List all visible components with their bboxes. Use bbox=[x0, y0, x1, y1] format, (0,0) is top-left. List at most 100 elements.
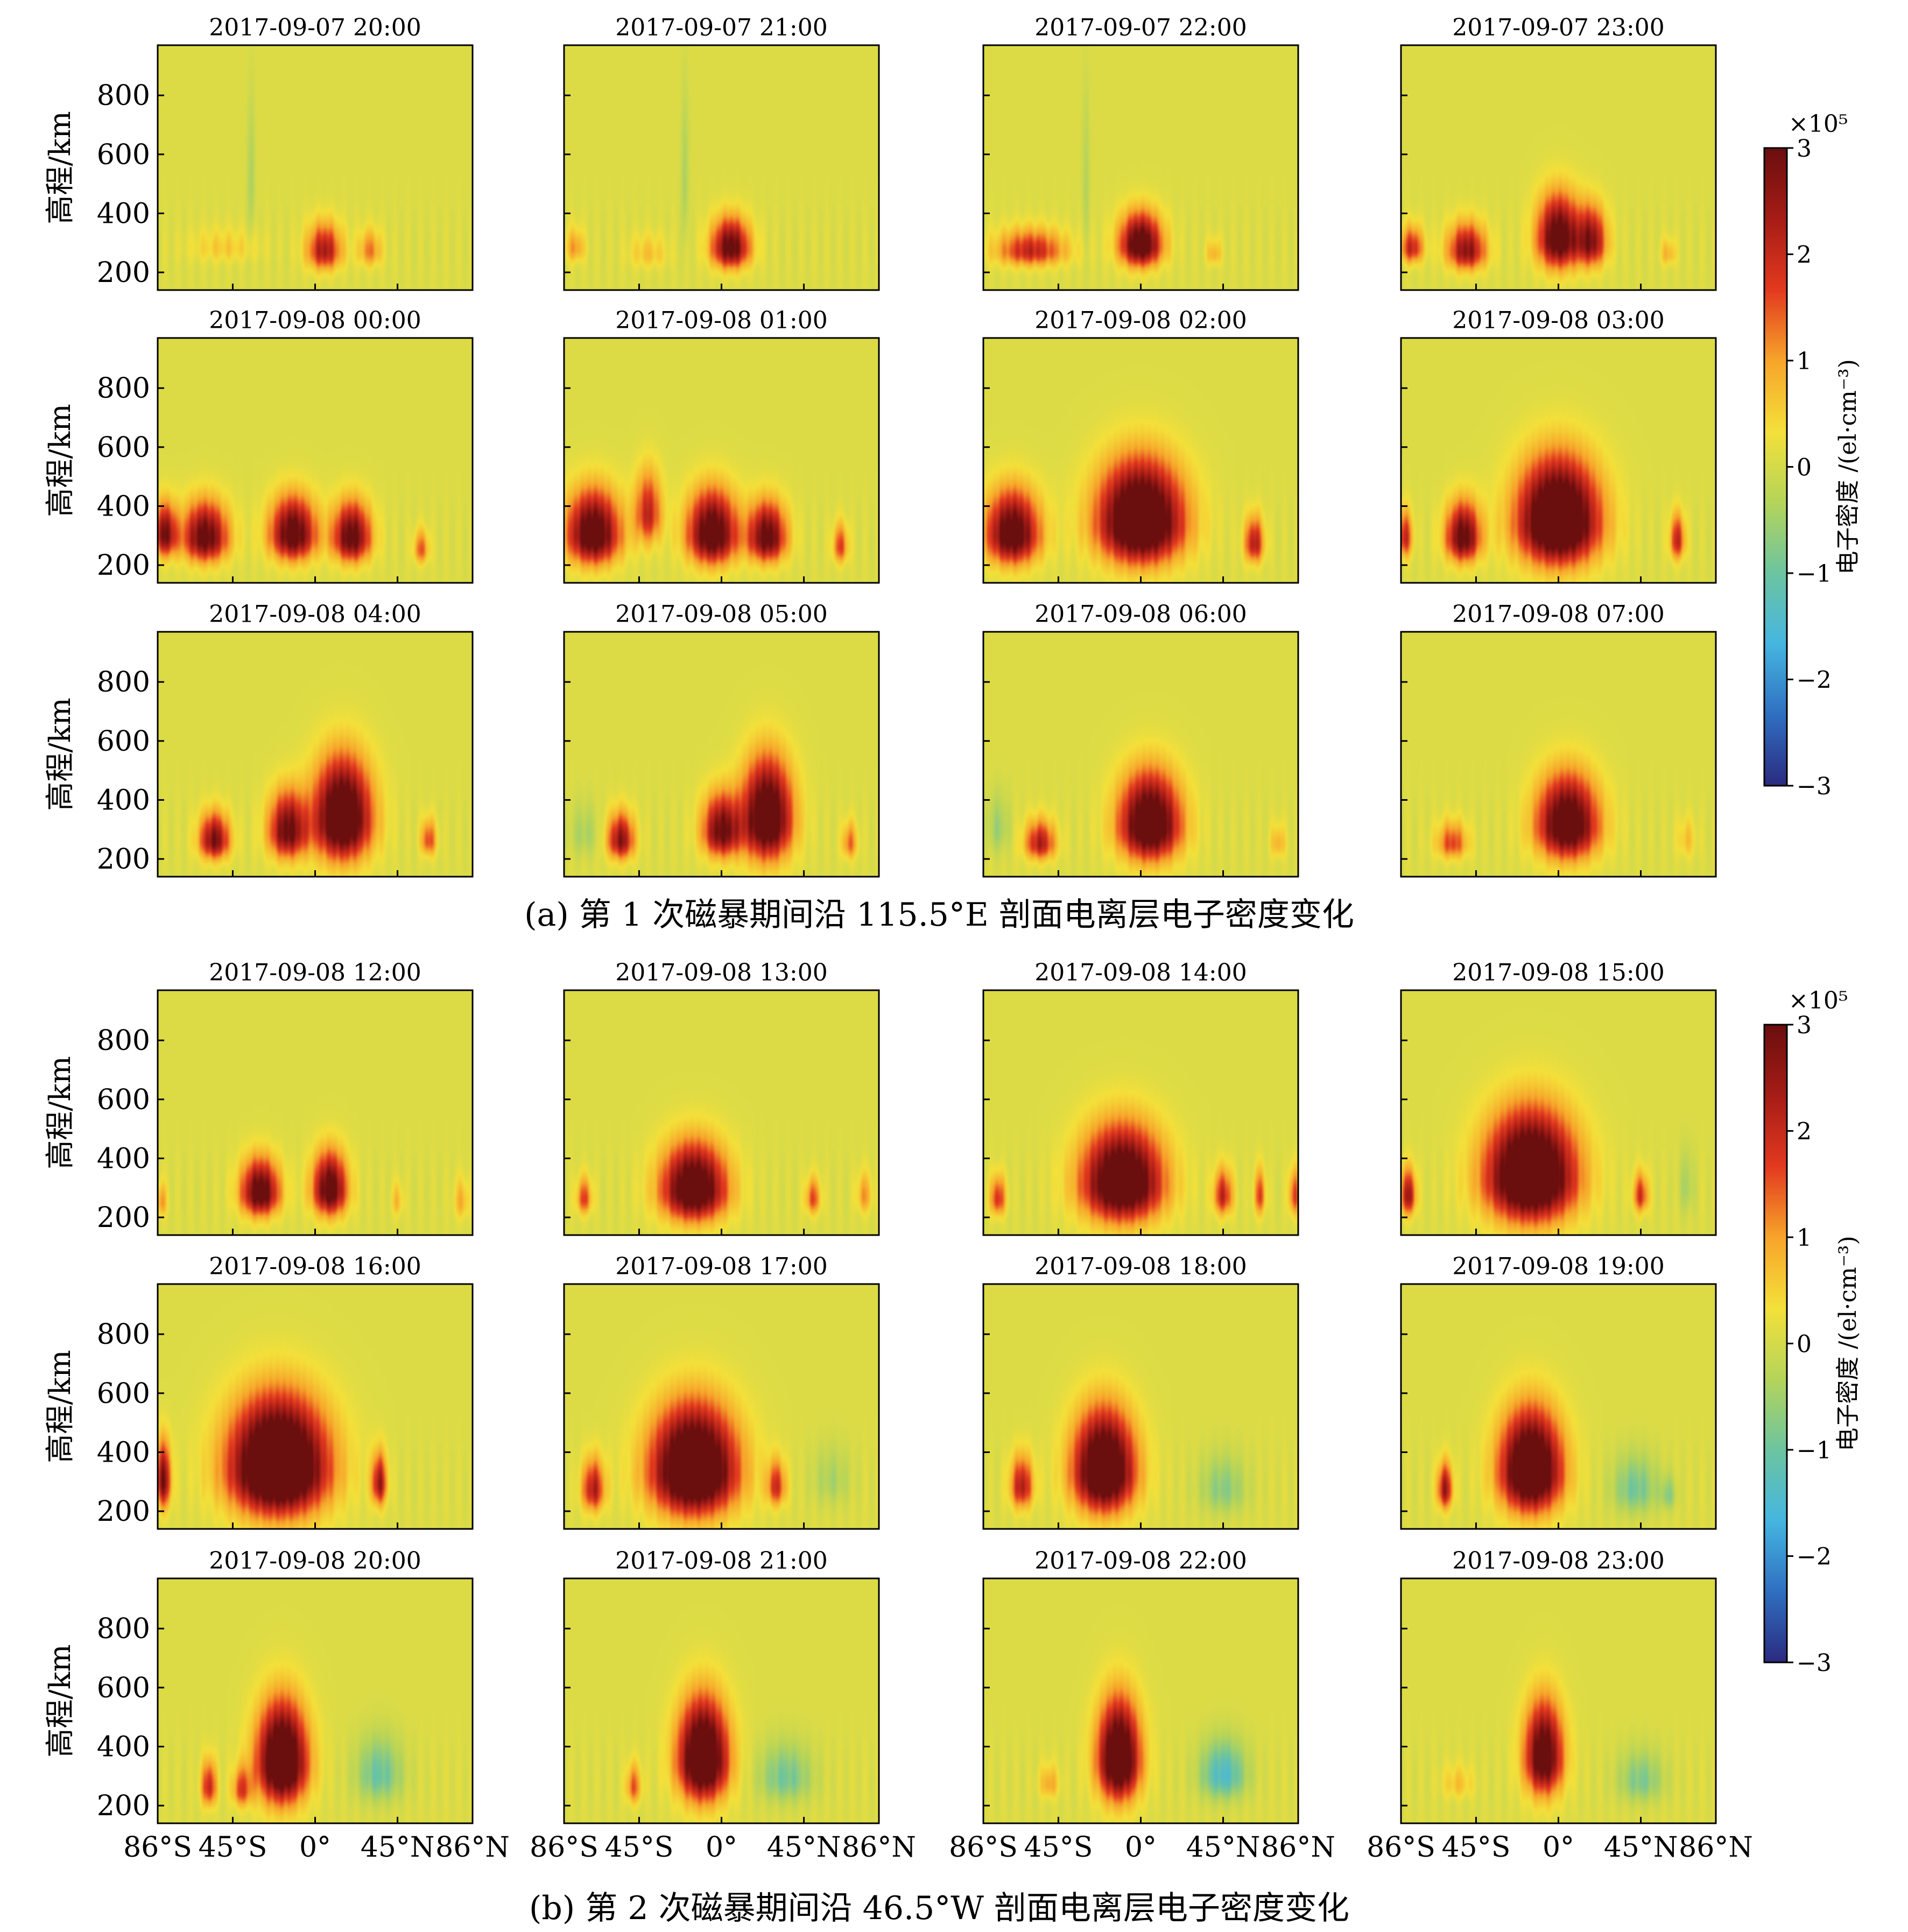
heatmap-image bbox=[1401, 1578, 1716, 1823]
x-tick-label: 45°S bbox=[199, 1831, 267, 1864]
colorbar-tick-label: −2 bbox=[1797, 1543, 1832, 1571]
panel-title: 2017-09-08 21:00 bbox=[615, 1547, 827, 1575]
x-tick-label: 86°S bbox=[530, 1831, 599, 1864]
panel-3-0: 2017-09-08 12:00 200 400 600 800 高程/km bbox=[43, 959, 474, 1236]
x-tick-label: 0° bbox=[1543, 1831, 1574, 1864]
y-tick-label: 400 bbox=[97, 1436, 150, 1469]
panel-title: 2017-09-08 12:00 bbox=[209, 959, 421, 986]
panel-title: 2017-09-08 23:00 bbox=[1452, 1547, 1664, 1575]
y-tick-label: 200 bbox=[97, 257, 150, 289]
panel-title: 2017-09-08 02:00 bbox=[1034, 307, 1247, 334]
y-tick-label: 400 bbox=[97, 490, 150, 523]
heatmap-image bbox=[564, 990, 879, 1235]
panel-1-2: 2017-09-08 02:00 bbox=[982, 307, 1299, 584]
panel-title: 2017-09-08 01:00 bbox=[615, 307, 827, 334]
panel-title: 2017-09-08 16:00 bbox=[209, 1253, 421, 1280]
y-tick-label: 400 bbox=[97, 1731, 150, 1763]
panel-0-2: 2017-09-07 22:00 bbox=[982, 14, 1299, 291]
panel-title: 2017-09-08 14:00 bbox=[1034, 959, 1247, 986]
x-tick-label: 45°S bbox=[1442, 1831, 1511, 1864]
panel-5-1: 2017-09-08 21:00 86°S 45°S 0° 45°N 86°N bbox=[530, 1547, 916, 1864]
heatmap-image bbox=[158, 1578, 473, 1823]
heatmap-image bbox=[1401, 338, 1716, 583]
heatmap-image bbox=[564, 1578, 879, 1823]
y-tick-label: 600 bbox=[97, 1084, 150, 1116]
panel-0-0: 2017-09-07 20:00 200 400 600 800 高程/km bbox=[43, 14, 474, 291]
heatmap-image bbox=[1401, 632, 1716, 877]
colorbar-tick-label: 0 bbox=[1797, 454, 1812, 482]
panel-title: 2017-09-08 19:00 bbox=[1452, 1253, 1664, 1280]
heatmap-image bbox=[158, 632, 473, 877]
x-tick-label: 45°N bbox=[767, 1831, 841, 1864]
panel-title: 2017-09-07 20:00 bbox=[209, 14, 421, 41]
panel-title: 2017-09-08 17:00 bbox=[615, 1253, 827, 1280]
y-tick-label: 600 bbox=[97, 1378, 150, 1410]
panel-title: 2017-09-08 03:00 bbox=[1452, 307, 1664, 334]
y-axis-label: 高程/km bbox=[43, 697, 77, 810]
panel-title: 2017-09-08 22:00 bbox=[1034, 1547, 1247, 1575]
x-tick-label: 45°N bbox=[1604, 1831, 1678, 1864]
colorbar-tick-label: −1 bbox=[1797, 1437, 1832, 1464]
colorbar-tick-label: 0 bbox=[1797, 1331, 1812, 1358]
x-tick-label: 86°N bbox=[435, 1831, 510, 1864]
panel-1-0: 2017-09-08 00:00 200 400 600 800 高程/km bbox=[43, 307, 474, 584]
x-tick-label: 45°S bbox=[1024, 1831, 1093, 1864]
y-tick-label: 400 bbox=[97, 198, 150, 230]
y-axis-label: 高程/km bbox=[43, 1350, 77, 1463]
panel-5-2: 2017-09-08 22:00 86°S 45°S 0° 45°N 86°N bbox=[949, 1547, 1335, 1864]
x-tick-label: 0° bbox=[299, 1831, 331, 1864]
y-tick-label: 200 bbox=[97, 1790, 150, 1822]
panel-4-3: 2017-09-08 19:00 bbox=[1400, 1253, 1717, 1530]
heatmap-image bbox=[983, 45, 1298, 290]
x-tick-label: 86°S bbox=[123, 1831, 192, 1864]
panel-4-2: 2017-09-08 18:00 bbox=[982, 1253, 1299, 1530]
heatmap-image bbox=[564, 1284, 879, 1529]
caption-a: (a) 第 1 次磁暴期间沿 115.5°E 剖面电离层电子密度变化 bbox=[524, 896, 1354, 934]
colorbar-tick-label: 3 bbox=[1797, 1012, 1812, 1039]
y-tick-label: 600 bbox=[97, 725, 150, 758]
heatmap-image bbox=[564, 45, 879, 290]
colorbar-strip bbox=[1763, 1024, 1788, 1663]
y-tick-label: 600 bbox=[97, 432, 150, 464]
colorbar-tick-label: −1 bbox=[1797, 560, 1832, 588]
colorbar-tick-label: 2 bbox=[1797, 242, 1812, 269]
x-tick-label: 45°S bbox=[605, 1831, 674, 1864]
panel-5-3: 2017-09-08 23:00 86°S 45°S 0° 45°N 86°N bbox=[1367, 1547, 1753, 1864]
panel-2-1: 2017-09-08 05:00 bbox=[563, 601, 880, 878]
y-tick-label: 800 bbox=[97, 372, 150, 405]
panel-0-1: 2017-09-07 21:00 bbox=[563, 14, 880, 291]
heatmap-image bbox=[158, 1284, 473, 1529]
panel-3-3: 2017-09-08 15:00 bbox=[1400, 959, 1717, 1236]
x-tick-label: 45°N bbox=[361, 1831, 435, 1864]
colorbar-scale: ×10⁵ bbox=[1789, 110, 1848, 138]
heatmap-image bbox=[1401, 990, 1716, 1235]
heatmap-image bbox=[564, 632, 879, 877]
y-tick-label: 200 bbox=[97, 1202, 150, 1234]
panel-2-3: 2017-09-08 07:00 bbox=[1400, 601, 1717, 878]
colorbar-tick-label: −3 bbox=[1797, 773, 1832, 800]
panel-title: 2017-09-08 07:00 bbox=[1452, 601, 1664, 628]
y-tick-label: 600 bbox=[97, 1672, 150, 1704]
panel-title: 2017-09-07 22:00 bbox=[1034, 14, 1247, 41]
heatmap-image bbox=[1401, 45, 1716, 290]
x-tick-label: 86°N bbox=[1679, 1831, 1753, 1864]
caption-b: (b) 第 2 次磁暴期间沿 46.5°W 剖面电离层电子密度变化 bbox=[529, 1889, 1349, 1927]
heatmap-image bbox=[158, 990, 473, 1235]
y-tick-label: 800 bbox=[97, 1613, 150, 1645]
x-tick-label: 86°N bbox=[1261, 1831, 1335, 1864]
y-axis-label: 高程/km bbox=[43, 1056, 77, 1169]
panel-grid: 2017-09-07 20:00200400600800高程/km2017-09… bbox=[43, 14, 1753, 1864]
y-tick-label: 200 bbox=[97, 1496, 150, 1528]
panel-title: 2017-09-07 21:00 bbox=[615, 14, 827, 41]
x-tick-label: 0° bbox=[1125, 1831, 1157, 1864]
y-tick-label: 400 bbox=[97, 1143, 150, 1175]
y-tick-label: 800 bbox=[97, 1318, 150, 1351]
panel-4-0: 2017-09-08 16:00 200 400 600 800 高程/km bbox=[43, 1253, 474, 1530]
panel-title: 2017-09-08 00:00 bbox=[209, 307, 421, 334]
x-tick-label: 0° bbox=[706, 1831, 737, 1864]
heatmap-image bbox=[983, 990, 1298, 1235]
x-tick-label: 86°N bbox=[842, 1831, 916, 1864]
